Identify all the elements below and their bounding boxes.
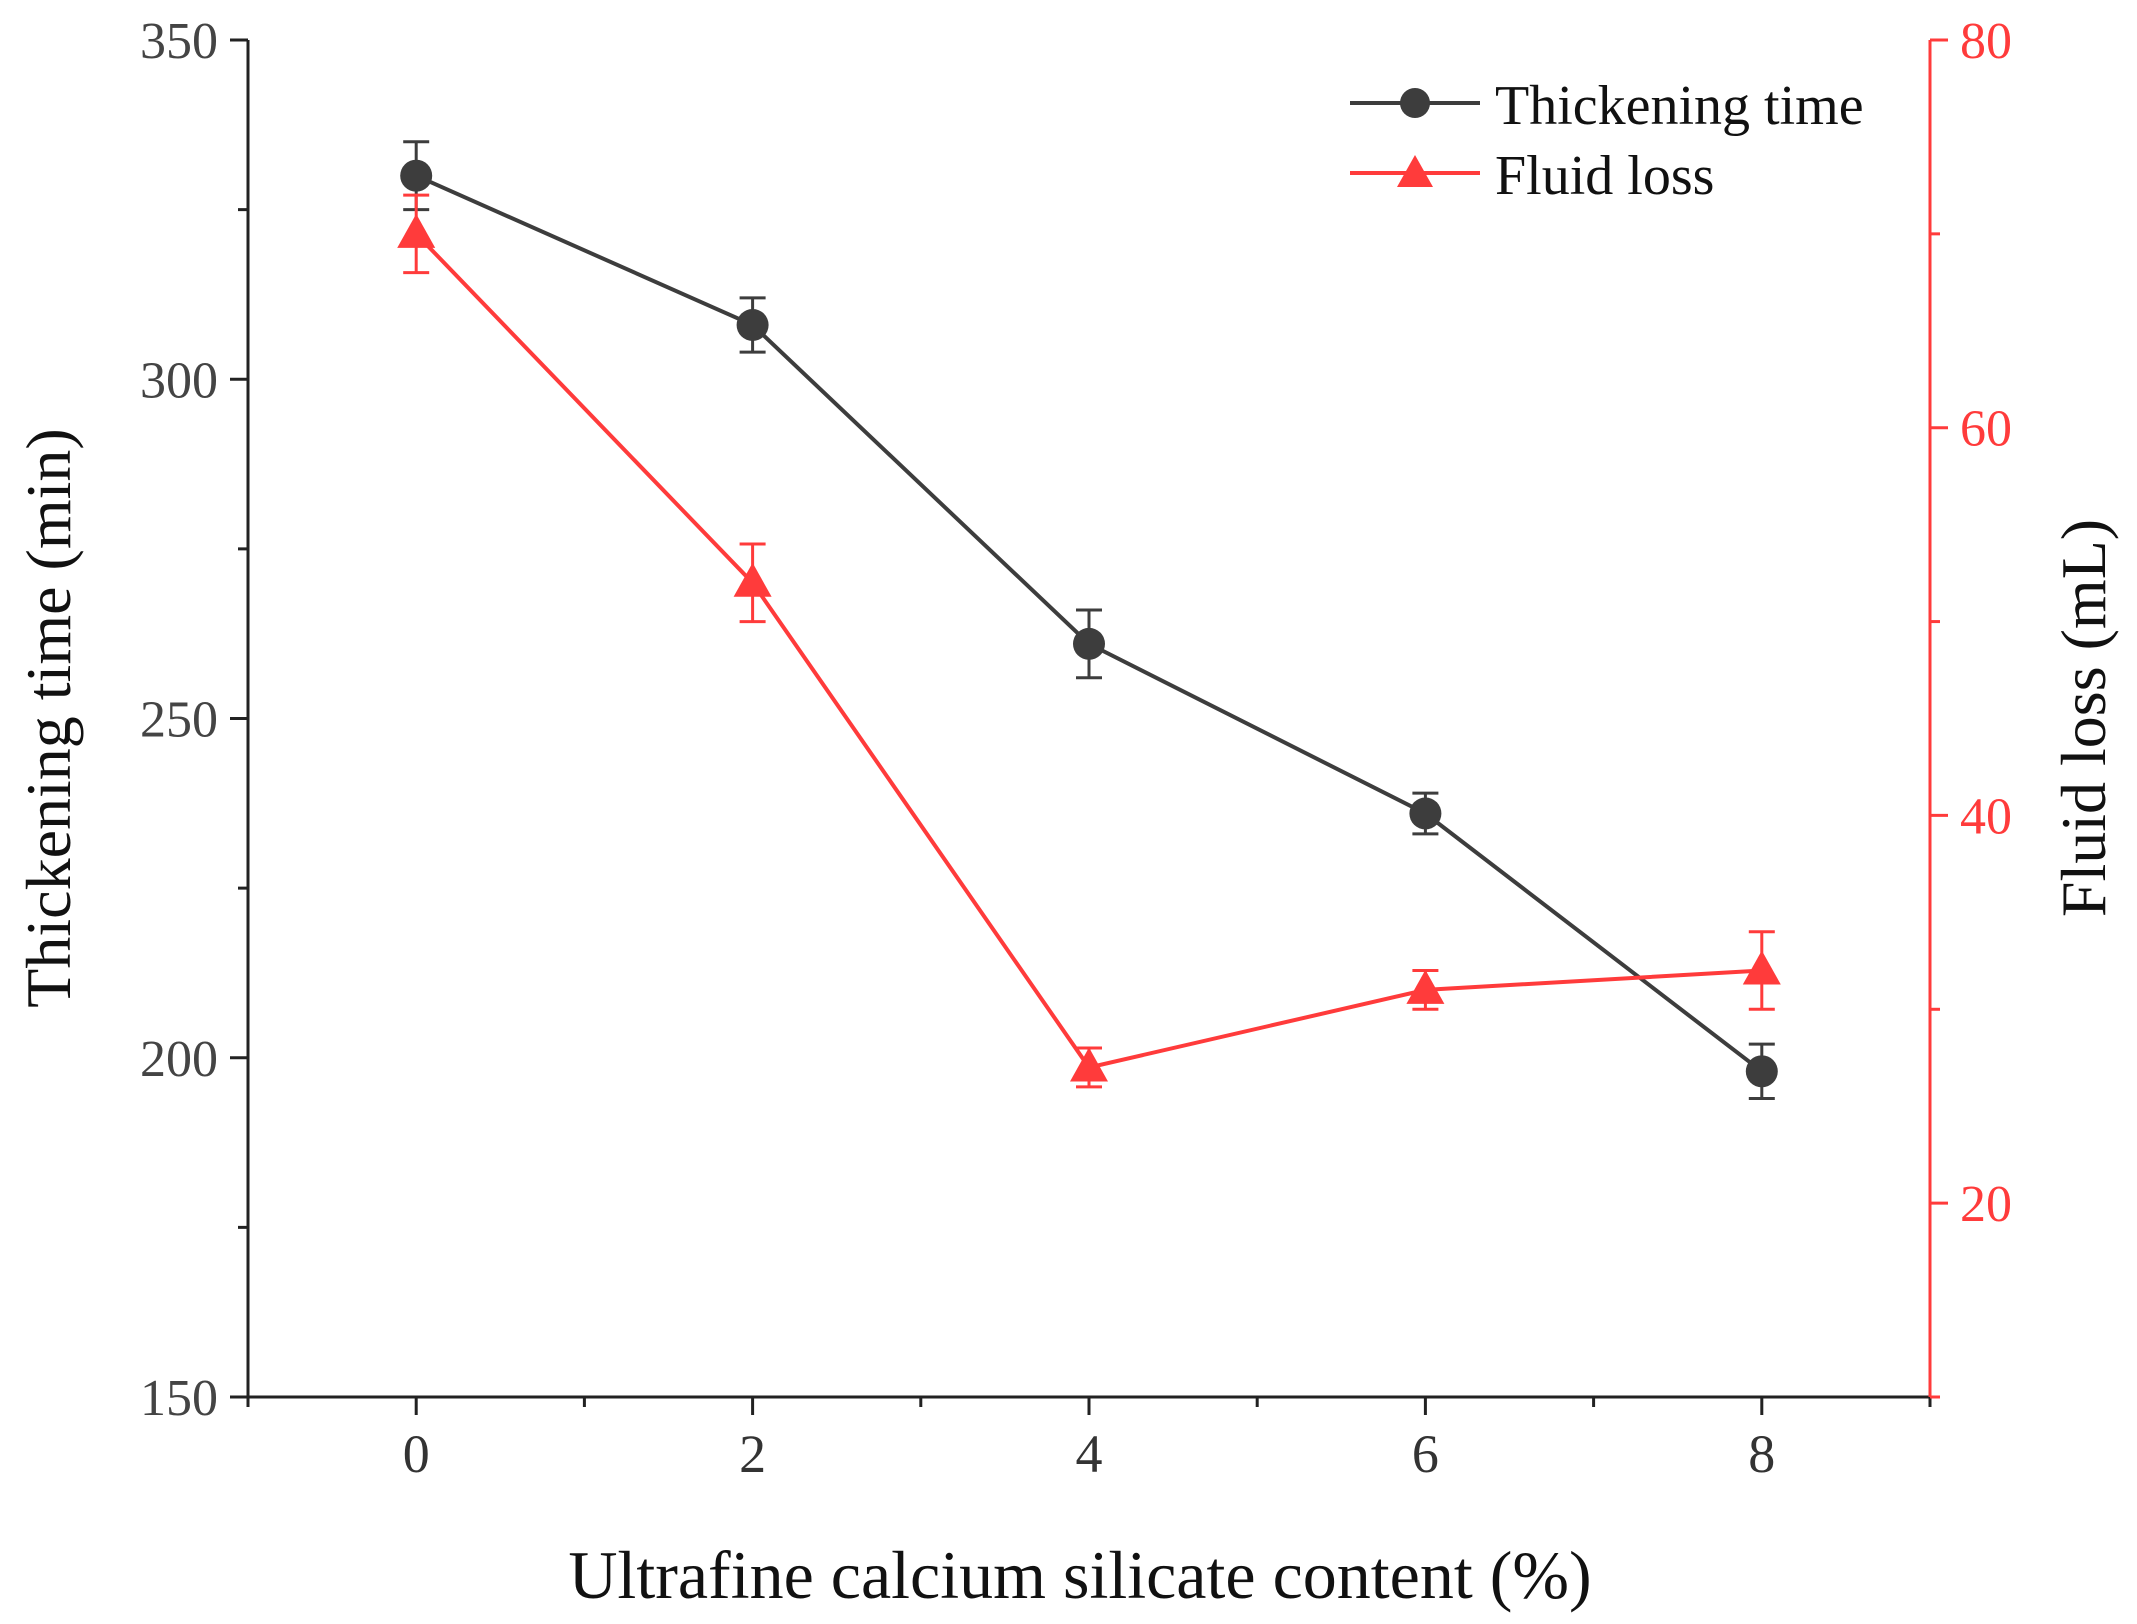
right-tick-label: 40 (1960, 788, 2012, 845)
x-tick-label: 4 (1076, 1424, 1103, 1484)
thickening-time-point (400, 159, 433, 192)
legend-thickening-marker (1400, 88, 1430, 118)
thickening-time-point (1409, 797, 1442, 830)
legend: Thickening time Fluid loss (1350, 75, 1864, 207)
thickening-time-point (736, 308, 769, 341)
right-tick-label: 60 (1960, 401, 2012, 458)
legend-thickening-label: Thickening time (1495, 75, 1864, 137)
left-tick-label: 350 (140, 13, 218, 70)
right-tick-label: 20 (1960, 1176, 2012, 1233)
left-tick-label: 250 (140, 692, 218, 749)
fluid-loss-point (397, 213, 436, 248)
left-tick-label: 300 (140, 352, 218, 409)
left-tick-label: 150 (140, 1370, 218, 1427)
plot-area: 0 2 4 6 8 150 200 250 300 350 20 40 60 80 (140, 13, 2012, 1484)
left-axis-label: Thickening time (min) (13, 428, 84, 1007)
x-tick-label: 2 (739, 1424, 766, 1484)
thickening-time-point (1073, 627, 1105, 660)
right-tick-label: 80 (1960, 13, 2012, 70)
x-axis-label: Ultrafine calcium silicate content (%) (568, 1537, 1591, 1613)
legend-fluid-marker (1397, 155, 1433, 187)
fluid-loss-point (733, 562, 772, 597)
fluid-loss-point (1406, 969, 1445, 1004)
thickening-time-point (1745, 1055, 1778, 1088)
x-tick-label: 0 (403, 1424, 430, 1484)
x-tick-label: 6 (1412, 1424, 1439, 1484)
x-tick-label: 8 (1748, 1424, 1775, 1484)
left-tick-label: 200 (140, 1031, 218, 1088)
legend-fluid-label: Fluid loss (1495, 145, 1714, 207)
fluid-loss-point (1070, 1047, 1108, 1082)
fluid-loss-point (1742, 950, 1781, 985)
right-axis-label: Fluid loss (mL) (2048, 519, 2119, 917)
